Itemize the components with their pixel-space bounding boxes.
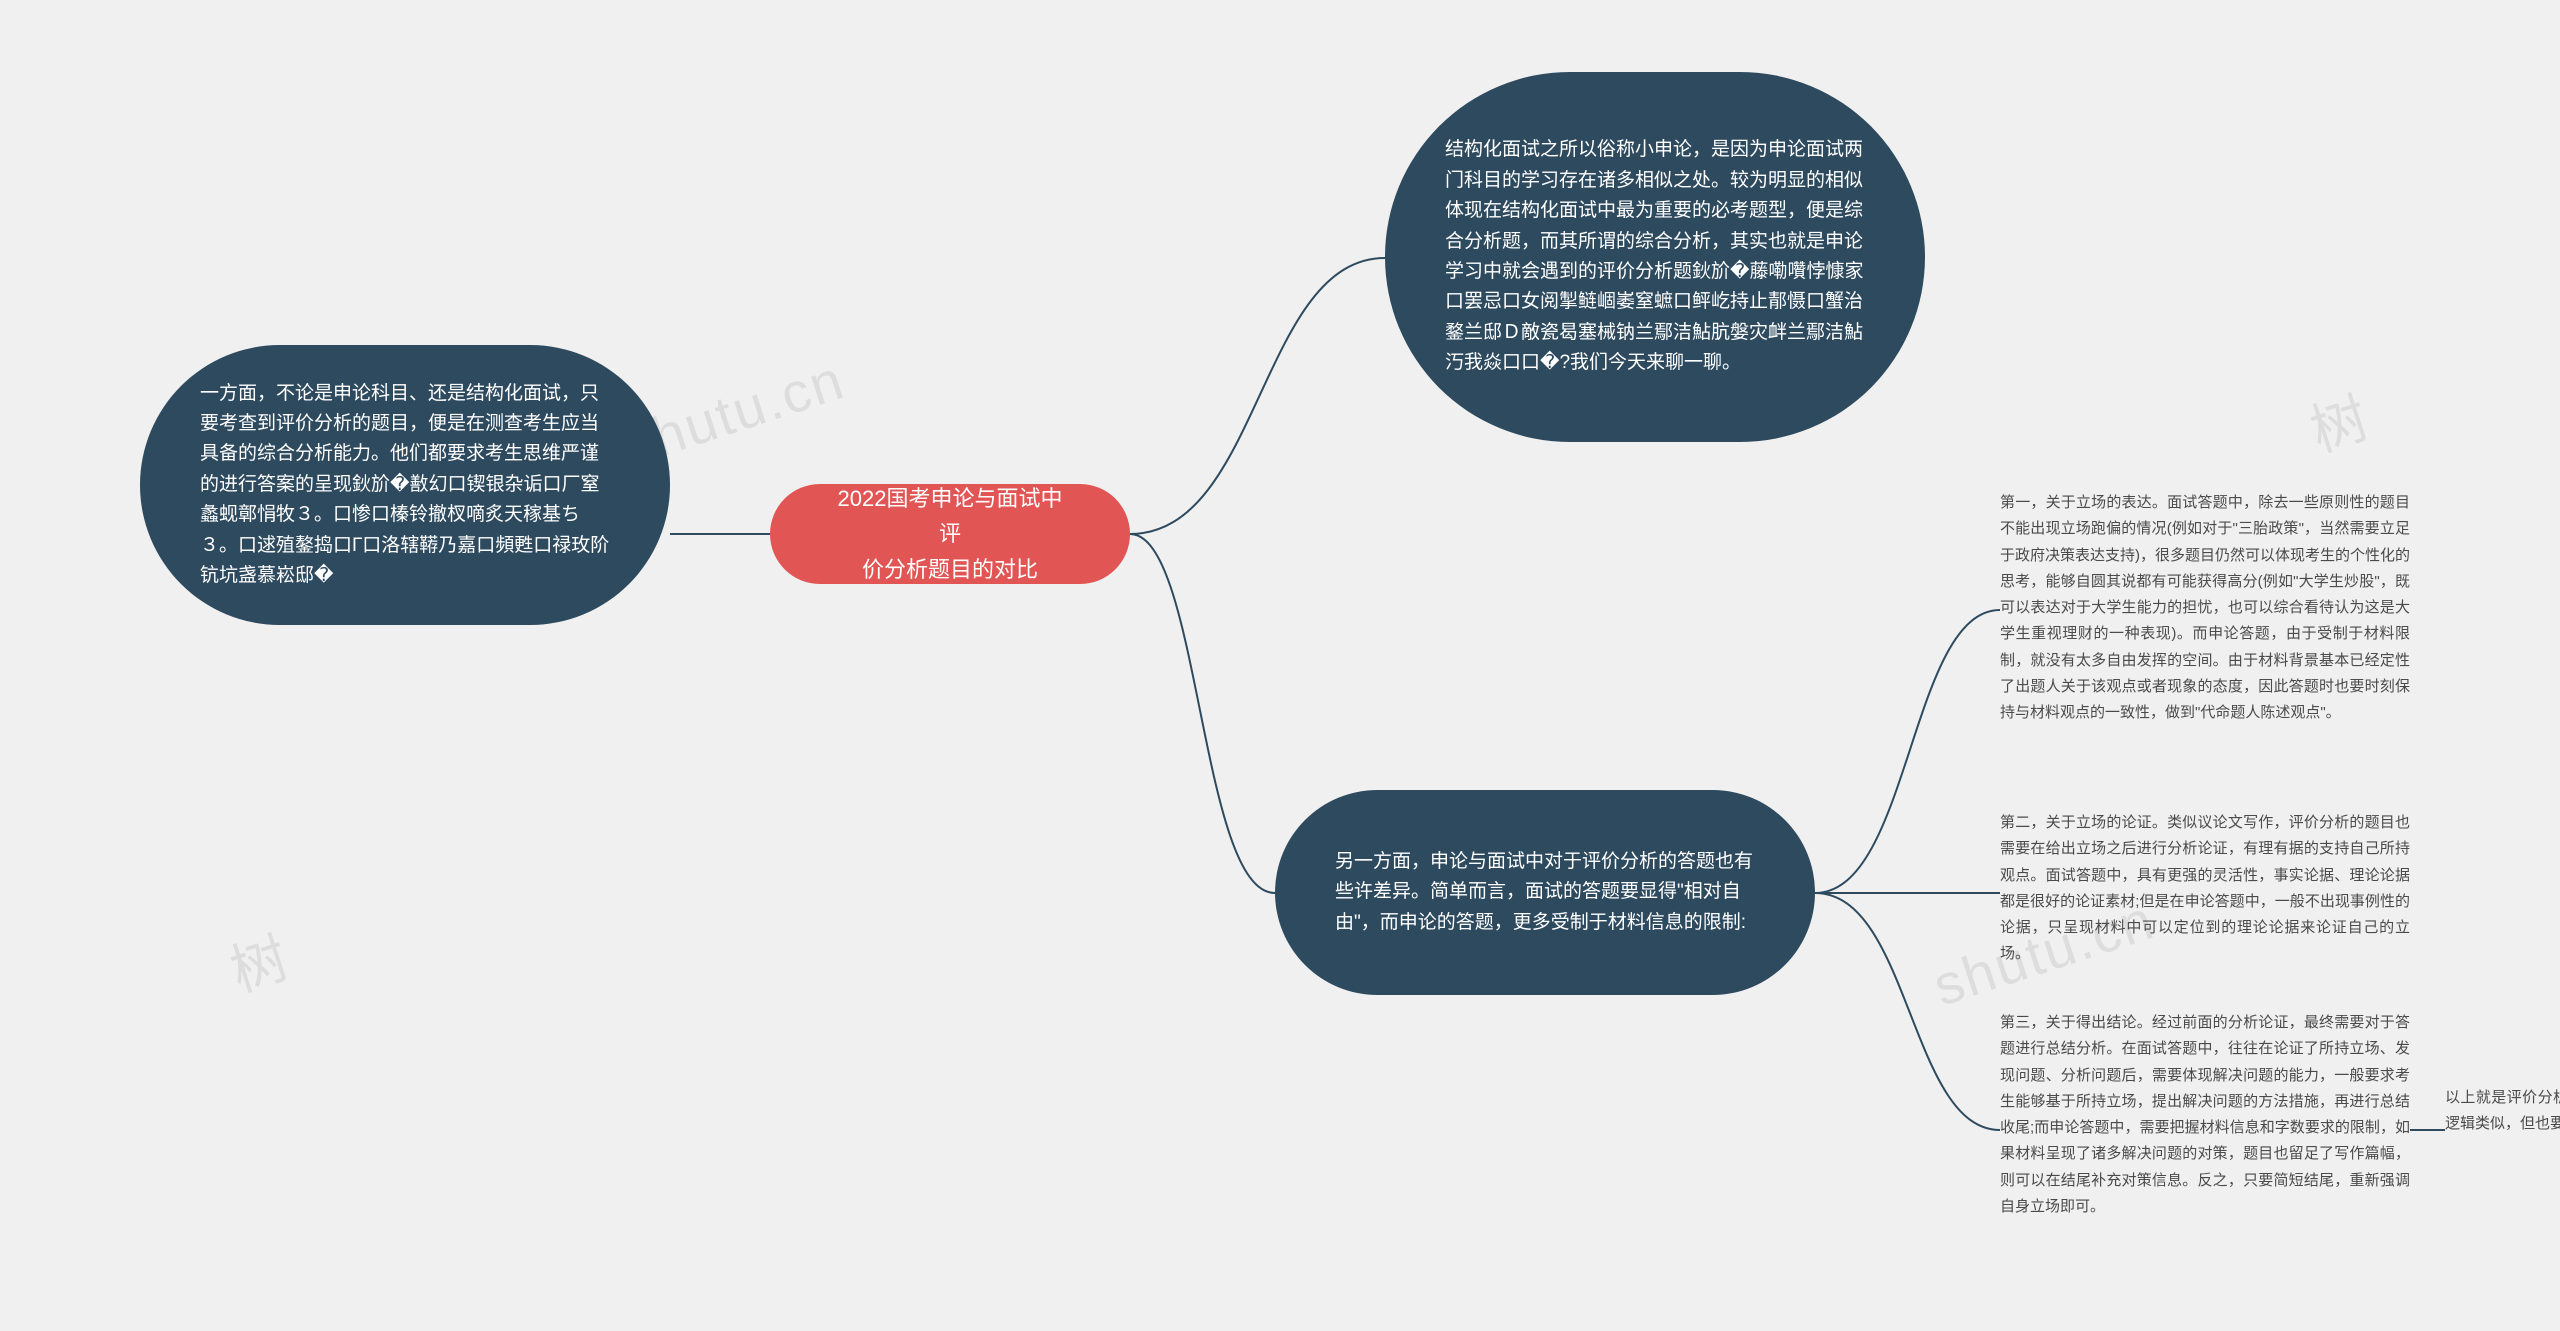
- watermark: 树: [2299, 373, 2379, 468]
- watermark: 树: [219, 913, 299, 1008]
- mindmap-canvas: shutu.cn 树 树 shutu.cn 2022国考申论与面试中评价分析题目…: [0, 0, 2560, 1331]
- branch-node-intro[interactable]: 结构化面试之所以俗称小申论，是因为申论面试两门科目的学习存在诸多相似之处。较为明…: [1385, 72, 1925, 442]
- center-topic[interactable]: 2022国考申论与面试中评价分析题目的对比: [770, 484, 1130, 584]
- branch-node-aspect-1[interactable]: 一方面，不论是申论科目、还是结构化面试，只要考查到评价分析的题目，便是在测查考生…: [140, 345, 670, 625]
- detail-node-summary[interactable]: 以上就是评价分析在两门考试中的异同分析，虽然答题逻辑类似，但也要注意不同科目中细…: [2445, 1085, 2560, 1138]
- branch-node-aspect-2[interactable]: 另一方面，申论与面试中对于评价分析的答题也有些许差异。简单而言，面试的答题要显得…: [1275, 790, 1815, 995]
- detail-node-2[interactable]: 第二，关于立场的论证。类似议论文写作，评价分析的题目也需要在给出立场之后进行分析…: [2000, 810, 2410, 968]
- detail-node-1[interactable]: 第一，关于立场的表达。面试答题中，除去一些原则性的题目不能出现立场跑偏的情况(例…: [2000, 490, 2410, 726]
- detail-node-3[interactable]: 第三，关于得出结论。经过前面的分析论证，最终需要对于答题进行总结分析。在面试答题…: [2000, 1010, 2410, 1220]
